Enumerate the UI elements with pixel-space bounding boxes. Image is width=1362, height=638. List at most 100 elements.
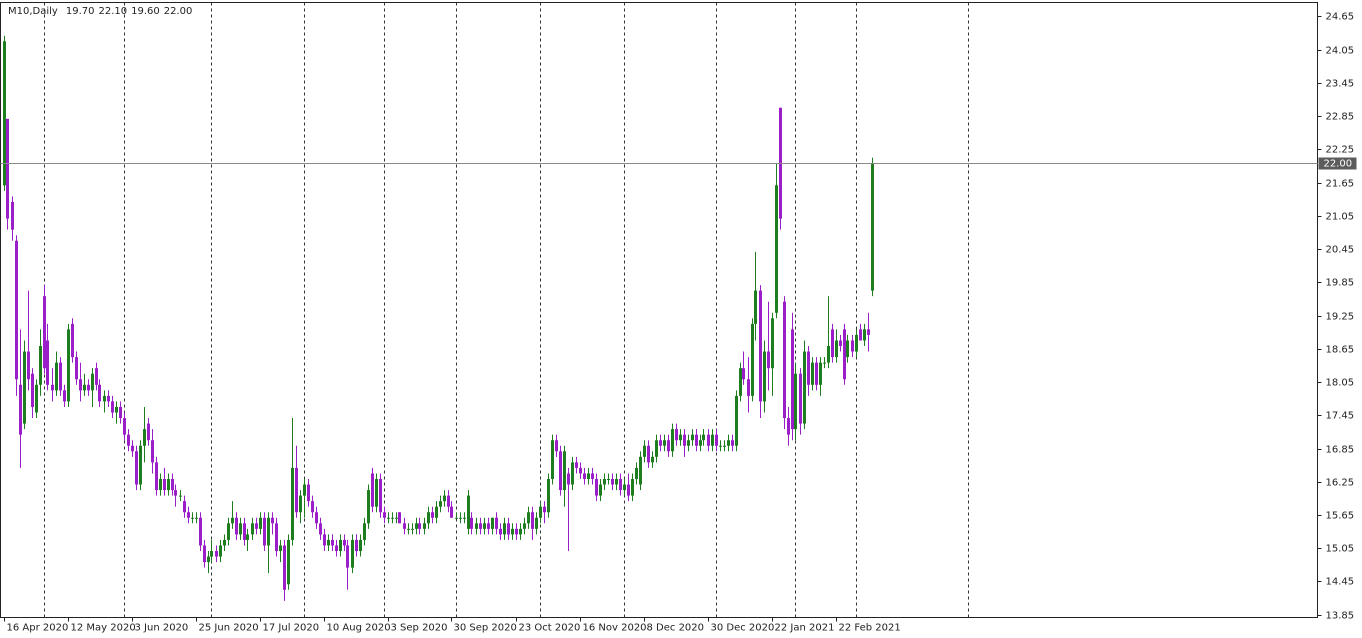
candle-body: [423, 523, 426, 529]
candle-body: [267, 517, 270, 546]
y-tick-label: 17.45: [1326, 411, 1355, 422]
candle-body: [439, 501, 442, 507]
candle-body: [775, 185, 778, 313]
candle-body: [227, 523, 230, 540]
candle-body: [331, 539, 334, 546]
candle-body: [475, 523, 478, 529]
candle-body: [723, 445, 726, 447]
y-tick-label: 19.85: [1326, 278, 1355, 289]
candle-body: [71, 323, 74, 358]
y-tick-label: 14.45: [1326, 577, 1355, 588]
candle-body: [559, 451, 562, 491]
y-tick-label: 18.65: [1326, 345, 1355, 356]
candle-body: [103, 395, 106, 402]
y-tick-label: 15.05: [1326, 544, 1355, 555]
candle-body: [3, 41, 6, 186]
candle-body: [563, 451, 566, 491]
candle-body: [191, 517, 194, 519]
chart-frame: [0, 2, 1318, 618]
candle-body: [855, 334, 858, 352]
candle-body: [531, 512, 534, 529]
y-tick-label: 22.25: [1326, 145, 1355, 156]
candle-body: [163, 478, 166, 491]
candle-body: [643, 445, 646, 457]
candle-body: [543, 506, 546, 513]
candle-body: [511, 528, 514, 535]
candle-body: [263, 517, 266, 546]
candle-body: [851, 340, 854, 352]
candle-body: [751, 323, 754, 396]
candle-body: [87, 384, 90, 391]
candle-body: [27, 351, 30, 380]
symbol: M10,Daily: [8, 6, 58, 17]
candle-body: [839, 340, 842, 347]
candle-body: [503, 523, 506, 535]
candle-body: [767, 351, 770, 369]
candle-body: [111, 401, 114, 413]
candle-body: [595, 478, 598, 496]
x-tick-label: 30 Sep 2020: [454, 623, 517, 634]
candle-body: [450, 506, 453, 518]
candle-body: [119, 406, 122, 419]
candle-body: [195, 517, 198, 519]
candle-body: [535, 517, 538, 529]
candle-body: [583, 473, 586, 479]
candle-body: [507, 523, 510, 535]
candle-body: [43, 296, 46, 369]
y-tick-label: 19.25: [1326, 312, 1355, 323]
candle-body: [699, 440, 702, 446]
candle-body: [315, 512, 318, 524]
candle-body: [67, 329, 70, 402]
current-price-box: [1318, 157, 1357, 170]
ohlc-close: 22.00: [164, 6, 193, 17]
candle-body: [551, 440, 554, 479]
x-tick-label: 12 May 2020: [71, 623, 136, 634]
candle-body: [675, 429, 678, 441]
candle-body: [819, 362, 822, 385]
candle-body: [63, 390, 66, 402]
candle-body: [747, 379, 750, 396]
candle-body: [307, 484, 310, 502]
candle-body: [655, 440, 658, 457]
candle-body: [635, 467, 638, 479]
candle-body: [363, 523, 366, 540]
candle-body: [547, 478, 550, 513]
candle-body: [739, 368, 742, 396]
candle-body: [418, 523, 421, 529]
y-tick-label: 13.85: [1326, 611, 1355, 622]
candle-body: [811, 362, 814, 385]
candle-body: [515, 528, 518, 535]
candle-body: [339, 539, 342, 552]
candle-body: [727, 440, 730, 446]
candle-body: [139, 445, 142, 485]
candle-body: [367, 490, 370, 524]
candle-body: [411, 528, 414, 530]
candle-body: [98, 384, 101, 402]
candle-body: [591, 473, 594, 479]
candle-body: [863, 329, 866, 341]
y-tick-label: 21.65: [1326, 179, 1355, 190]
candle-body: [742, 368, 745, 380]
candle-body: [711, 434, 714, 446]
candle-body: [311, 501, 314, 513]
candle-body: [147, 423, 150, 441]
candle-body: [679, 434, 682, 441]
candle-body: [754, 290, 757, 324]
candle-body: [11, 201, 14, 230]
candle-body: [51, 384, 54, 391]
candle-body: [107, 395, 110, 402]
candle-body: [715, 434, 718, 446]
candle-body: [483, 523, 486, 529]
candle-body: [447, 495, 450, 507]
candle-body: [623, 484, 626, 491]
candle-body: [555, 440, 558, 452]
candle-body: [794, 373, 797, 430]
y-tick-label: 24.05: [1326, 46, 1355, 57]
candle-body: [343, 539, 346, 546]
candle-body: [155, 462, 158, 491]
candle-body: [759, 290, 762, 402]
candle-body: [691, 434, 694, 441]
x-tick-label: 23 Oct 2020: [519, 623, 581, 634]
candle-body: [371, 473, 374, 507]
candle-body: [219, 545, 222, 557]
